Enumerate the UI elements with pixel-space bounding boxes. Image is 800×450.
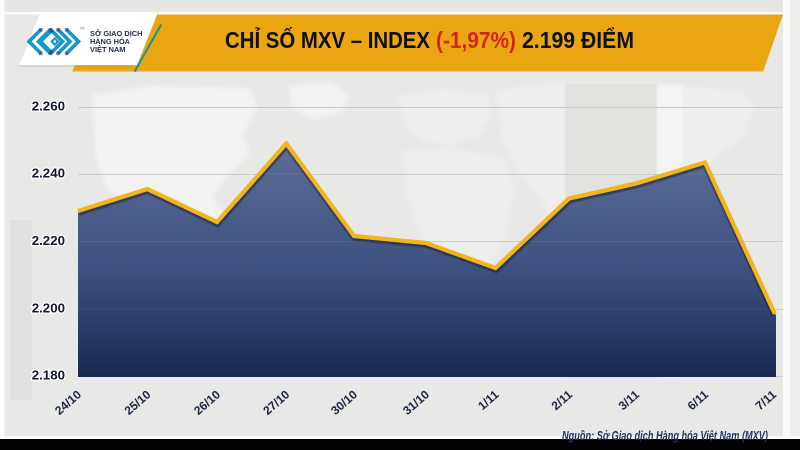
svg-text:SỞ GIAO DỊCH: SỞ GIAO DỊCH: [90, 29, 143, 38]
svg-text:2.200: 2.200: [32, 301, 65, 316]
svg-text:2.240: 2.240: [32, 166, 65, 181]
svg-text:VIỆT NAM: VIỆT NAM: [90, 45, 126, 54]
svg-text:CHỈ SỐ MXV – INDEX: CHỈ SỐ MXV – INDEX: [225, 25, 431, 53]
svg-text:HÀNG HÓA: HÀNG HÓA: [90, 37, 130, 46]
svg-text:(-1,97%): (-1,97%): [436, 27, 516, 53]
svg-text:2.220: 2.220: [32, 233, 65, 248]
svg-text:2.260: 2.260: [32, 99, 65, 114]
svg-text:Nguồn: Sở Giao dịch Hàng hóa V: Nguồn: Sở Giao dịch Hàng hóa Việt Nam (M…: [562, 428, 768, 443]
svg-text:2.180: 2.180: [32, 368, 65, 383]
svg-text:2.199 ĐIỂM: 2.199 ĐIỂM: [522, 26, 634, 53]
svg-text:TM: TM: [80, 27, 85, 31]
